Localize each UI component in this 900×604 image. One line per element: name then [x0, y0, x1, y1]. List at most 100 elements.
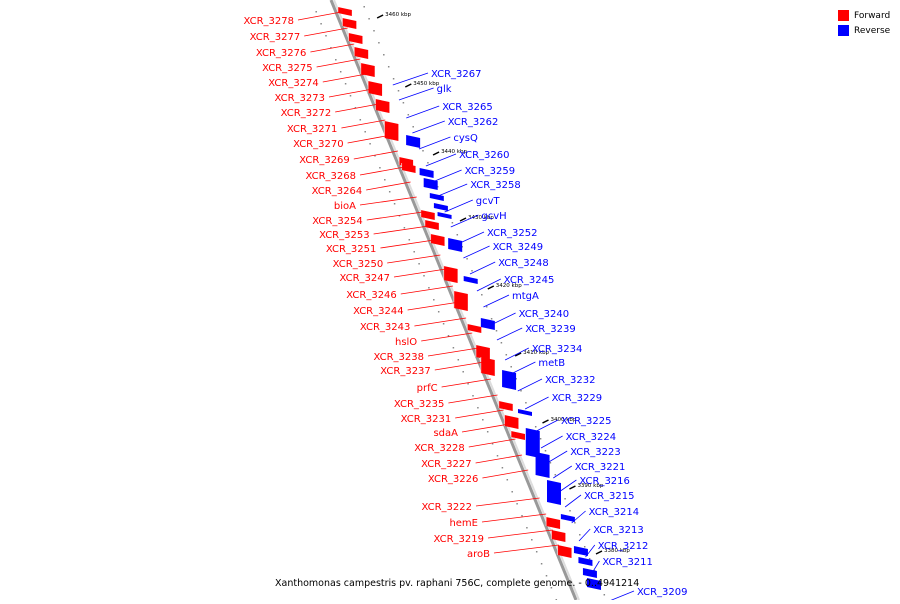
forward-leader-line [304, 27, 348, 37]
reverse-gene-label: XCR_3209 [637, 587, 688, 598]
reverse-gene-label: XCR_3259 [465, 166, 516, 177]
reverse-leader-line [412, 120, 445, 134]
forward-leader-line [481, 513, 547, 523]
forward-leader-line [493, 544, 559, 554]
kbp-tick-label: 3440 kbp [441, 149, 467, 155]
forward-leader-line [359, 166, 405, 176]
forward-leader-line [455, 409, 504, 419]
minor-tick [545, 575, 548, 577]
forward-leader-line [407, 301, 460, 311]
forward-leader-line [414, 317, 467, 327]
forward-leader-line [421, 332, 473, 342]
forward-gene-label: XCR_3273 [274, 93, 325, 104]
minor-tick [339, 71, 342, 73]
forward-gene-block [467, 324, 482, 333]
minor-tick [368, 18, 370, 20]
reverse-leader-line [425, 153, 457, 167]
minor-tick [569, 510, 571, 512]
minor-tick [574, 522, 576, 524]
forward-gene-label: XCR_3243 [360, 322, 411, 333]
reverse-gene-label: XCR_3265 [442, 102, 493, 113]
reverse-leader-line [437, 183, 468, 197]
forward-leader-line [353, 150, 398, 160]
forward-leader-line [380, 239, 435, 249]
forward-gene-label: XCR_3222 [421, 502, 472, 513]
minor-tick [392, 78, 395, 80]
forward-gene-label: XCR_3253 [319, 230, 370, 241]
minor-tick [471, 270, 473, 272]
minor-tick [363, 6, 365, 8]
kbp-tick-label: 3410 kbp [523, 350, 549, 356]
forward-gene-label: prfC [417, 383, 438, 394]
minor-tick [461, 246, 463, 248]
reverse-gene-label: XCR_3262 [448, 117, 499, 128]
reverse-gene-label: mtgA [512, 291, 539, 302]
minor-tick [388, 191, 391, 193]
minor-tick [457, 359, 460, 361]
minor-tick [500, 342, 503, 344]
forward-gene-label: bioA [334, 201, 356, 212]
reverse-leader-line [558, 479, 577, 493]
minor-tick [402, 102, 405, 104]
reverse-leader-line [571, 510, 586, 524]
minor-tick [495, 330, 498, 332]
forward-leader-line [366, 211, 423, 221]
minor-tick [387, 66, 390, 68]
kbp-tick [569, 485, 576, 490]
forward-gene-label: XCR_3269 [299, 155, 350, 166]
forward-gene-label: XCR_3219 [433, 534, 484, 545]
minor-tick [447, 335, 450, 337]
kbp-tick [376, 14, 384, 19]
forward-gene-label: XCR_3275 [262, 63, 313, 74]
forward-gene-block [557, 545, 572, 558]
kbp-tick-label: 3460 kbp [385, 12, 411, 18]
legend-reverse: Reverse [838, 23, 890, 38]
forward-gene-label: sdaA [433, 428, 458, 439]
reverse-leader-line [406, 105, 440, 119]
reverse-gene-block [587, 578, 602, 590]
reverse-gene-label: XCR_3225 [561, 416, 612, 427]
kbp-tick-label: 3430 kbp [468, 215, 494, 221]
minor-tick [482, 419, 484, 421]
forward-gene-block [360, 63, 375, 77]
minor-tick [534, 426, 537, 428]
forward-leader-line [359, 196, 417, 206]
minor-tick [315, 11, 317, 13]
forward-gene-label: XCR_3274 [268, 78, 319, 89]
reverse-gene-block [582, 568, 597, 578]
minor-tick [485, 306, 488, 308]
reverse-gene-label: XCR_3232 [545, 375, 596, 386]
forward-gene-label: XCR_3231 [401, 414, 452, 425]
reverse-gene-label: XCR_3245 [504, 275, 555, 286]
minor-tick [564, 498, 566, 500]
forward-gene-label: XCR_3228 [414, 443, 465, 454]
minor-tick [369, 143, 371, 145]
minor-tick [412, 126, 414, 128]
reverse-gene-label: XCR_3229 [552, 393, 603, 404]
kbp-tick [487, 285, 495, 290]
forward-leader-line [297, 11, 342, 21]
minor-tick [491, 443, 494, 445]
reverse-gene-block [560, 514, 575, 522]
minor-tick [378, 42, 380, 44]
forward-gene-label: hslO [395, 337, 417, 348]
kbp-tick [542, 419, 549, 424]
minor-tick [511, 491, 513, 493]
kbp-tick-label: 3390 kbp [577, 483, 603, 489]
reverse-leader-line [469, 261, 496, 275]
reverse-gene-label: XCR_3213 [593, 525, 644, 536]
forward-gene-block [348, 33, 363, 44]
reverse-gene-label: XCR_3221 [575, 462, 626, 473]
kbp-tick-label: 3420 kbp [496, 283, 522, 289]
forward-leader-line [441, 378, 492, 388]
minor-tick [349, 95, 352, 97]
minor-tick [403, 227, 406, 229]
reverse-leader-line [496, 327, 523, 341]
reverse-gene-block [573, 546, 588, 556]
kbp-tick [459, 217, 467, 222]
forward-leader-line [448, 394, 498, 404]
forward-gene-label: XCR_3238 [373, 352, 424, 363]
minor-tick [544, 450, 547, 452]
